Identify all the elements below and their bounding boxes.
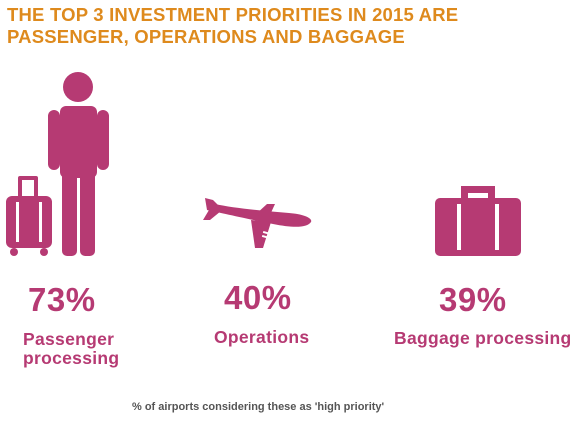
suitcase-icon	[435, 186, 521, 256]
passenger-label-line1: Passenger	[23, 329, 115, 349]
page-title: THE TOP 3 INVESTMENT PRIORITIES IN 2015 …	[7, 4, 459, 47]
passenger-with-luggage-icon	[6, 72, 109, 256]
passenger-percentage: 73%	[28, 281, 96, 318]
passenger-label-line2: processing	[23, 348, 120, 368]
baggage-percentage: 39%	[439, 281, 507, 318]
operations-label: Operations	[214, 327, 310, 347]
baggage-label: Baggage processing	[394, 328, 572, 348]
operations-percentage: 40%	[224, 279, 292, 316]
airplane-icon	[203, 198, 312, 248]
footnote: % of airports considering these as 'high…	[132, 401, 385, 413]
